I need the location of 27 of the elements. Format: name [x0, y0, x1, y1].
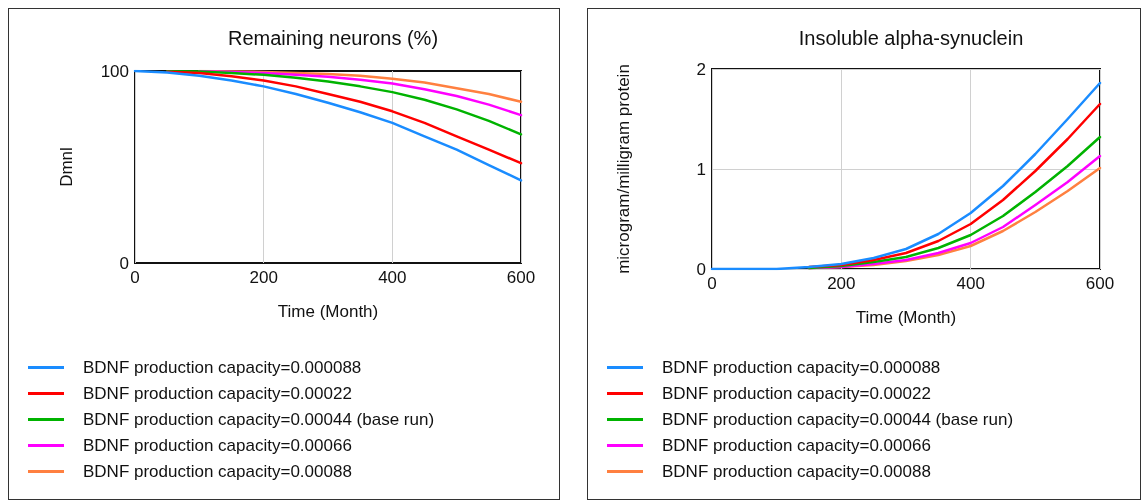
x-tick-label: 200	[827, 274, 856, 293]
legend-label: BDNF production capacity=0.00022	[83, 384, 352, 403]
x-tick-label: 200	[249, 268, 278, 287]
legend-label: BDNF production capacity=0.00088	[83, 462, 352, 481]
y-tick-label: 100	[100, 61, 129, 81]
y-tick-label: 1	[696, 159, 706, 179]
x-axis-title: Time (Month)	[855, 308, 957, 327]
x-axis-title: Time (Month)	[277, 302, 379, 321]
legend-label: BDNF production capacity=0.00044 (base run)	[83, 410, 435, 429]
legend-label: BDNF production capacity=0.00088	[662, 462, 931, 481]
chart-title: Insoluble alpha-synuclein	[798, 27, 1024, 49]
x-tick-label: 600	[506, 268, 536, 287]
y-axis-title: microgram/milligram protein	[614, 64, 633, 274]
legend-label: BDNF production capacity=0.00066	[662, 436, 931, 455]
y-axis-title: Dmnl	[57, 147, 76, 187]
chart-title: Remaining neurons (%)	[227, 27, 439, 49]
legend-label: BDNF production capacity=0.00022	[662, 384, 931, 403]
legend-label: BDNF production capacity=0.00066	[83, 436, 352, 455]
legend-label: BDNF production capacity=0.00044 (base run)	[662, 410, 1014, 429]
x-tick-label: 600	[1085, 274, 1115, 293]
line-series	[165, 69, 523, 136]
legend-label: BDNF production capacity=0.000088	[662, 358, 941, 377]
line-series	[133, 69, 523, 182]
x-tick-label: 400	[378, 268, 407, 287]
x-tick-label: 400	[956, 274, 985, 293]
y-tick-label: 2	[696, 59, 706, 79]
legend-label: BDNF production capacity=0.000088	[83, 358, 362, 377]
